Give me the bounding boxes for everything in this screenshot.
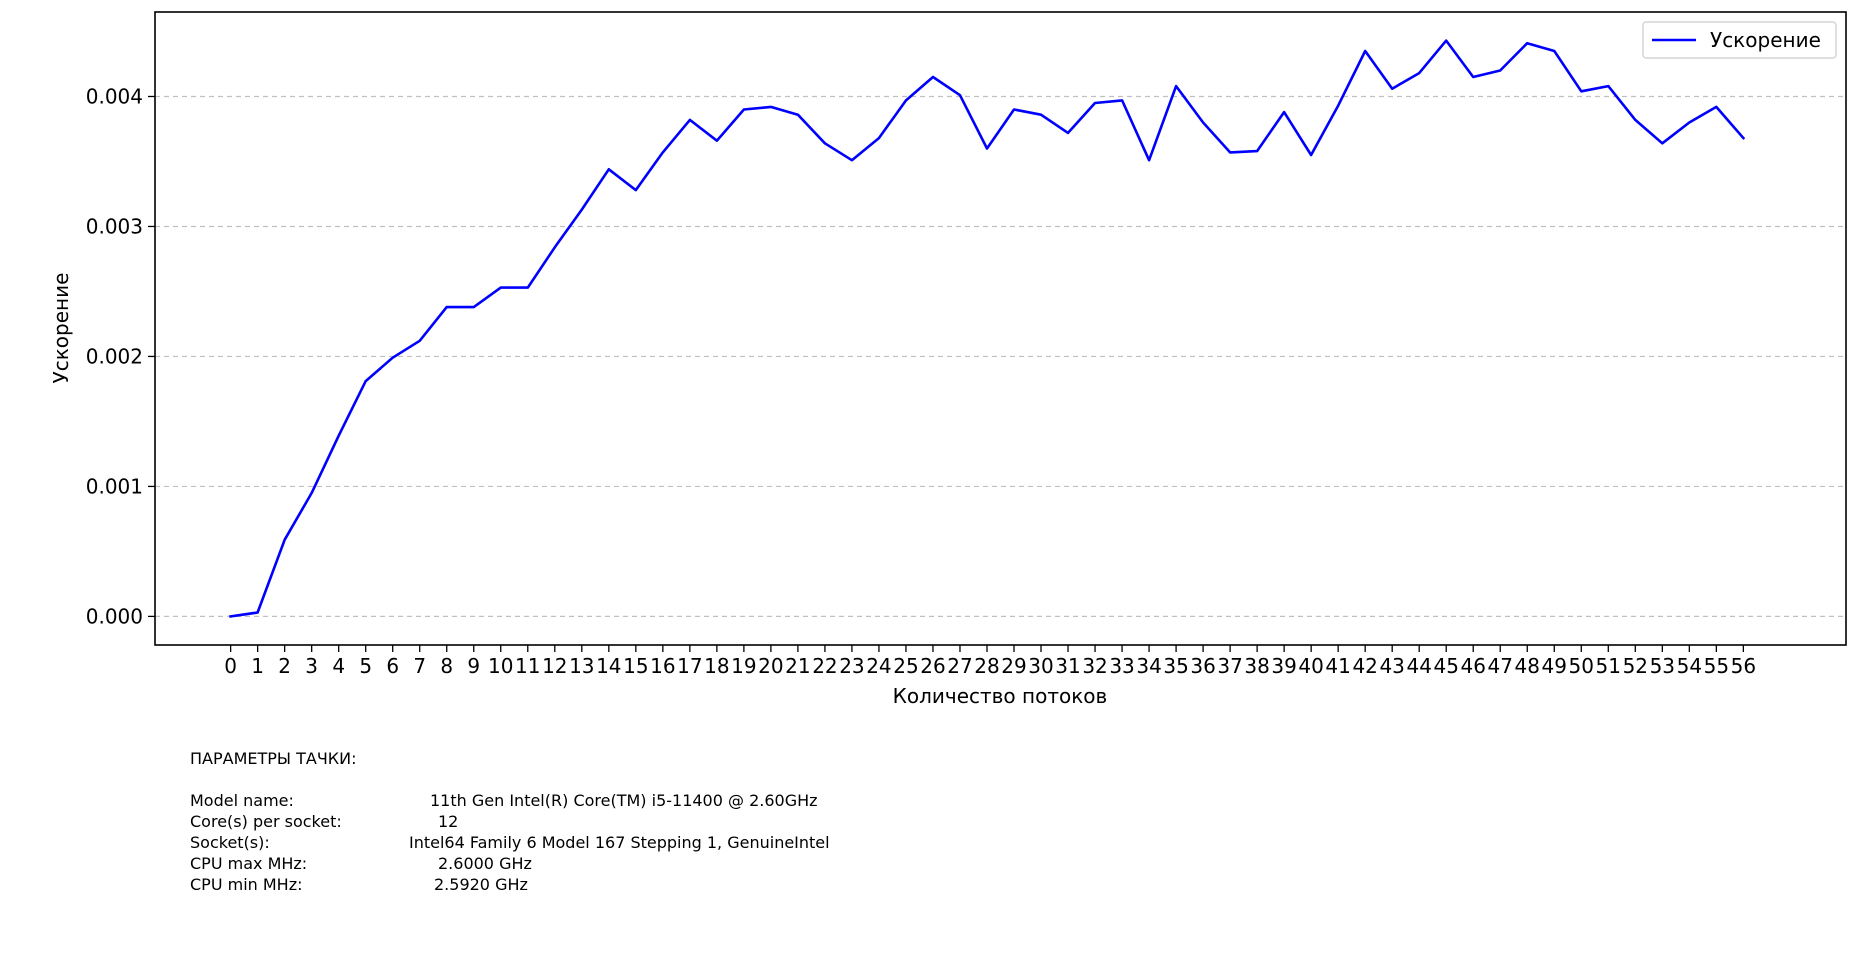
x-tick-label: 10 xyxy=(488,654,513,678)
spec-row-cpu-max-mhz: CPU max MHz: 2.6000 GHz xyxy=(190,853,532,874)
x-tick-label: 32 xyxy=(1082,654,1107,678)
x-tick-label: 55 xyxy=(1704,654,1729,678)
x-tick-label: 56 xyxy=(1731,654,1756,678)
spec-row-cores-per-socket: Core(s) per socket: 12 xyxy=(190,811,458,832)
legend-box xyxy=(1642,21,1837,59)
x-tick-label: 22 xyxy=(812,654,837,678)
x-tick-label: 47 xyxy=(1488,654,1513,678)
x-tick-label: 49 xyxy=(1542,654,1567,678)
x-tick-label: 46 xyxy=(1460,654,1485,678)
spec-value: 2.5920 GHz xyxy=(434,875,528,894)
spec-label: CPU min MHz: xyxy=(190,875,303,894)
y-tick-label: 0.001 xyxy=(86,474,143,498)
plot-area-frame xyxy=(154,11,1847,646)
x-tick-label: 15 xyxy=(623,654,648,678)
x-tick-label: 17 xyxy=(677,654,702,678)
x-tick-label: 18 xyxy=(704,654,729,678)
legend-label: Ускорение xyxy=(1710,28,1821,52)
x-tick-label: 11 xyxy=(515,654,540,678)
x-tick-label: 9 xyxy=(467,654,480,678)
spec-row-sockets: Socket(s): Intel64 Family 6 Model 167 St… xyxy=(190,832,830,853)
x-tick-label: 53 xyxy=(1650,654,1675,678)
y-tick-label: 0.004 xyxy=(86,84,143,108)
x-tick-label: 34 xyxy=(1136,654,1161,678)
spec-label: CPU max MHz: xyxy=(190,854,308,873)
grid-lines xyxy=(155,95,1846,618)
x-tick-label: 12 xyxy=(542,654,567,678)
x-tick-label: 54 xyxy=(1677,654,1702,678)
y-tick-label: 0.003 xyxy=(86,214,143,238)
y-tick-label: 0.002 xyxy=(86,344,143,368)
x-tick-label: 35 xyxy=(1163,654,1188,678)
x-tick-label: 1 xyxy=(251,654,264,678)
x-tick-label: 38 xyxy=(1244,654,1269,678)
x-tick-label: 13 xyxy=(569,654,594,678)
x-tick-label: 50 xyxy=(1569,654,1594,678)
spec-row-cpu-min-mhz: CPU min MHz: 2.5920 GHz xyxy=(190,874,528,895)
x-axis-label: Количество потоков xyxy=(893,684,1108,708)
machine-specs: ПАРАМЕТРЫ ТАЧКИ: Model name: 11th Gen In… xyxy=(190,748,830,895)
x-tick-label: 43 xyxy=(1379,654,1404,678)
spec-label: Socket(s): xyxy=(190,833,270,852)
x-tick-label: 7 xyxy=(413,654,426,678)
x-tick-label: 27 xyxy=(947,654,972,678)
y-axis-label: Ускорение xyxy=(49,273,73,384)
x-tick-label: 16 xyxy=(650,654,675,678)
y-axis-ticks: 0.000 0.001 0.002 0.003 0.004 xyxy=(86,84,155,628)
legend: Ускорение xyxy=(1642,21,1837,59)
x-tick-label: 26 xyxy=(920,654,945,678)
spec-value: 2.6000 GHz xyxy=(438,854,532,873)
x-tick-label: 25 xyxy=(893,654,918,678)
x-tick-label: 40 xyxy=(1298,654,1323,678)
spec-row-model-name: Model name: 11th Gen Intel(R) Core(TM) i… xyxy=(190,790,818,811)
x-tick-label: 52 xyxy=(1623,654,1648,678)
specs-heading: ПАРАМЕТРЫ ТАЧКИ: xyxy=(190,749,357,768)
x-tick-label: 29 xyxy=(1001,654,1026,678)
x-tick-label: 39 xyxy=(1271,654,1296,678)
x-tick-label: 3 xyxy=(305,654,318,678)
x-tick-label: 44 xyxy=(1406,654,1431,678)
x-tick-label: 36 xyxy=(1190,654,1215,678)
x-tick-label: 45 xyxy=(1433,654,1458,678)
x-tick-label: 14 xyxy=(596,654,621,678)
y-tick-label: 0.000 xyxy=(86,604,143,628)
x-tick-label: 37 xyxy=(1217,654,1242,678)
x-tick-label: 42 xyxy=(1352,654,1377,678)
x-tick-label: 51 xyxy=(1596,654,1621,678)
x-tick-label: 48 xyxy=(1515,654,1540,678)
x-tick-label: 30 xyxy=(1028,654,1053,678)
x-tick-label: 0 xyxy=(224,654,237,678)
x-tick-label: 41 xyxy=(1325,654,1350,678)
x-tick-label: 28 xyxy=(974,654,999,678)
spec-value: Intel64 Family 6 Model 167 Stepping 1, G… xyxy=(409,833,830,852)
x-tick-label: 31 xyxy=(1055,654,1080,678)
spec-value: 11th Gen Intel(R) Core(TM) i5-11400 @ 2.… xyxy=(430,791,818,810)
x-tick-label: 23 xyxy=(839,654,864,678)
series-layer xyxy=(229,39,1746,618)
x-tick-label: 24 xyxy=(866,654,891,678)
spec-label: Model name: xyxy=(190,791,294,810)
x-tick-label: 33 xyxy=(1109,654,1134,678)
spec-value: 12 xyxy=(438,812,459,831)
x-tick-label: 20 xyxy=(758,654,783,678)
x-tick-label: 8 xyxy=(440,654,453,678)
x-tick-label: 21 xyxy=(785,654,810,678)
x-axis-ticks: 0 1 2 3 4 5 6 7 8 9 10 11 12 13 14 15 16 17 18 19 20 21 22 23 24… xyxy=(224,645,1756,678)
series-line xyxy=(229,39,1746,618)
x-tick-label: 6 xyxy=(386,654,399,678)
x-tick-label: 5 xyxy=(359,654,372,678)
spec-label: Core(s) per socket: xyxy=(190,812,342,831)
x-tick-label: 2 xyxy=(278,654,291,678)
x-tick-label: 4 xyxy=(332,654,345,678)
x-tick-label: 19 xyxy=(731,654,756,678)
